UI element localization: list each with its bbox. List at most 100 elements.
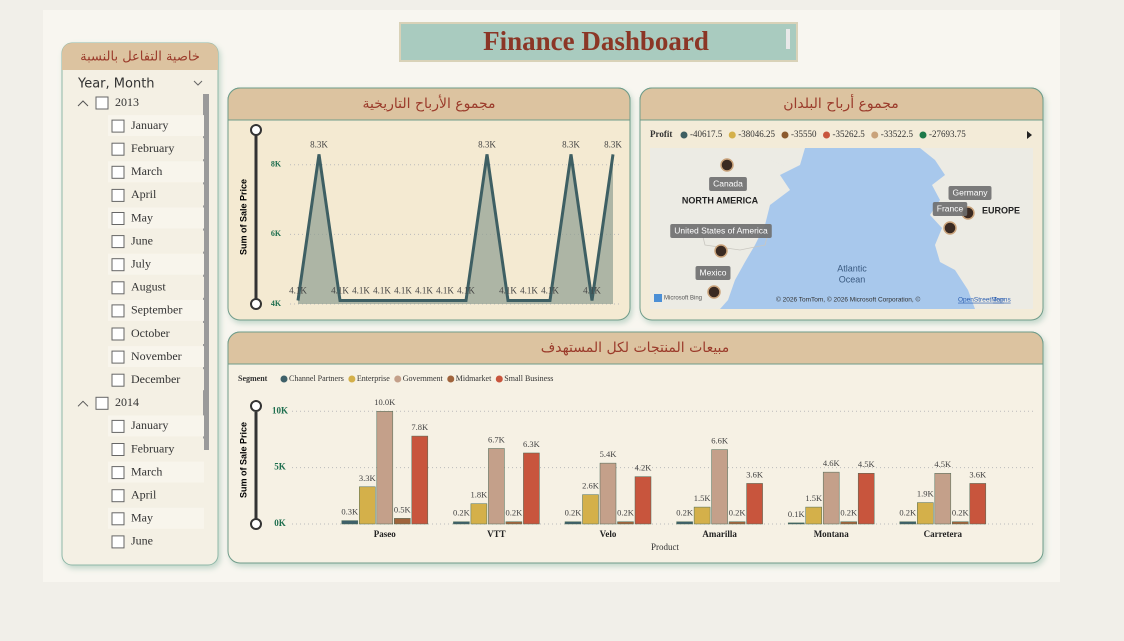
- checkbox[interactable]: [111, 419, 125, 433]
- legend-label[interactable]: Midmarket: [456, 374, 492, 383]
- legend-label[interactable]: Government: [403, 374, 444, 383]
- map-header: [639, 87, 1044, 121]
- slicer-item[interactable]: January: [131, 118, 168, 132]
- legend-label[interactable]: Channel Partners: [289, 374, 344, 383]
- legend-title: Segment: [238, 374, 268, 383]
- slicer-item[interactable]: April: [131, 187, 157, 201]
- slicer-item[interactable]: October: [131, 326, 170, 340]
- bar: [453, 521, 470, 525]
- legend-label[interactable]: Small Business: [504, 374, 553, 383]
- map-marker[interactable]: [943, 221, 957, 235]
- checkbox[interactable]: [111, 535, 125, 549]
- slicer-row: [108, 299, 204, 321]
- slicer-item[interactable]: May: [131, 511, 153, 525]
- slicer-row: [108, 438, 204, 460]
- data-label: 4.1K: [331, 286, 349, 296]
- slicer-item[interactable]: June: [131, 534, 153, 548]
- slider-handle[interactable]: [250, 400, 262, 412]
- line: [296, 154, 615, 303]
- slider-handle[interactable]: [250, 518, 262, 530]
- data-label: 7.8K: [411, 422, 429, 432]
- checkbox[interactable]: [111, 512, 125, 526]
- checkbox[interactable]: [111, 165, 125, 179]
- slicer-header: [62, 43, 218, 70]
- map-marker[interactable]: [720, 158, 734, 172]
- slicer-item[interactable]: May: [131, 210, 153, 224]
- slicer-item[interactable]: January: [131, 418, 168, 432]
- map-marker[interactable]: [707, 285, 721, 299]
- checkbox[interactable]: [111, 212, 125, 225]
- checkbox[interactable]: [111, 235, 125, 249]
- legend-label[interactable]: Enterprise: [357, 374, 390, 383]
- checkbox[interactable]: [111, 281, 125, 295]
- slicer-row: [108, 184, 204, 206]
- checkbox[interactable]: [111, 327, 125, 341]
- dropdown-chevron[interactable]: [193, 80, 203, 86]
- checkbox[interactable]: [111, 119, 125, 133]
- data-label: 4.2K: [635, 463, 653, 473]
- slicer-item[interactable]: June: [131, 233, 153, 247]
- slicer-item[interactable]: September: [131, 303, 182, 317]
- checkbox[interactable]: [111, 304, 125, 318]
- ocean-label: Atlantic: [837, 263, 867, 273]
- checkbox[interactable]: [95, 96, 109, 110]
- legend-label: -33522.5: [881, 129, 914, 139]
- slicer-item[interactable]: March: [131, 164, 162, 178]
- legend-label: -35262.5: [833, 129, 866, 139]
- legend-marker: [781, 131, 789, 139]
- line-title: مجموع الأرباح التاريخية: [362, 94, 495, 112]
- country-label: United States of America: [674, 225, 768, 235]
- expand-toggle[interactable]: [77, 400, 89, 407]
- slicer-item[interactable]: December: [131, 372, 180, 386]
- ocean-label: Ocean: [839, 274, 866, 284]
- osm-link[interactable]: OpenStreetMap: [958, 297, 1004, 304]
- slider-handle[interactable]: [250, 298, 262, 310]
- data-label: 2.6K: [582, 481, 600, 491]
- legend-marker: [919, 131, 927, 139]
- slider-handle[interactable]: [250, 124, 262, 136]
- slicer-item[interactable]: April: [131, 487, 157, 501]
- legend-marker: [348, 375, 356, 383]
- slicer-item[interactable]: July: [131, 256, 151, 270]
- data-label: 4.1K: [394, 286, 412, 296]
- checkbox[interactable]: [111, 466, 125, 480]
- checkbox[interactable]: [111, 489, 125, 503]
- y-tick-label: 0K: [274, 518, 286, 528]
- data-label: 4.5K: [858, 459, 876, 469]
- legend-label: -38046.25: [738, 129, 775, 139]
- slicer-row: [108, 253, 204, 275]
- checkbox[interactable]: [111, 258, 125, 272]
- slicer-item[interactable]: February: [131, 141, 174, 155]
- data-label: 1.5K: [805, 493, 823, 503]
- y-axis-label: Sum of Sale Price: [238, 179, 248, 255]
- checkbox[interactable]: [95, 396, 109, 410]
- data-label: 1.5K: [694, 493, 712, 503]
- expand-toggle[interactable]: [77, 100, 89, 107]
- slicer-item[interactable]: March: [131, 464, 162, 478]
- checkbox[interactable]: [111, 188, 125, 202]
- map-marker[interactable]: [714, 244, 728, 258]
- scrollbar[interactable]: [203, 94, 209, 450]
- data-label: 3.3K: [359, 473, 377, 483]
- data-label: 8.3K: [478, 139, 496, 149]
- data-label: 4.1K: [289, 286, 307, 296]
- slicer-year: 2013: [115, 95, 139, 109]
- terms-link[interactable]: Terms: [993, 297, 1011, 304]
- data-label: 10.0K: [374, 397, 396, 407]
- data-label: 6.7K: [488, 434, 506, 444]
- checkbox[interactable]: [111, 142, 125, 156]
- bar: [617, 521, 634, 525]
- y-tick-label: 5K: [274, 462, 286, 472]
- slicer-item[interactable]: November: [131, 349, 182, 363]
- bar: [599, 462, 617, 525]
- bar: [676, 521, 693, 525]
- bar: [934, 473, 952, 525]
- checkbox[interactable]: [111, 373, 125, 387]
- slicer-item[interactable]: February: [131, 441, 174, 455]
- checkbox[interactable]: [111, 443, 125, 456]
- legend-next[interactable]: [1027, 131, 1032, 139]
- slicer-row: [108, 415, 204, 437]
- slicer-item[interactable]: August: [131, 280, 166, 294]
- checkbox[interactable]: [111, 350, 125, 364]
- y-tick-label: 10K: [272, 405, 288, 415]
